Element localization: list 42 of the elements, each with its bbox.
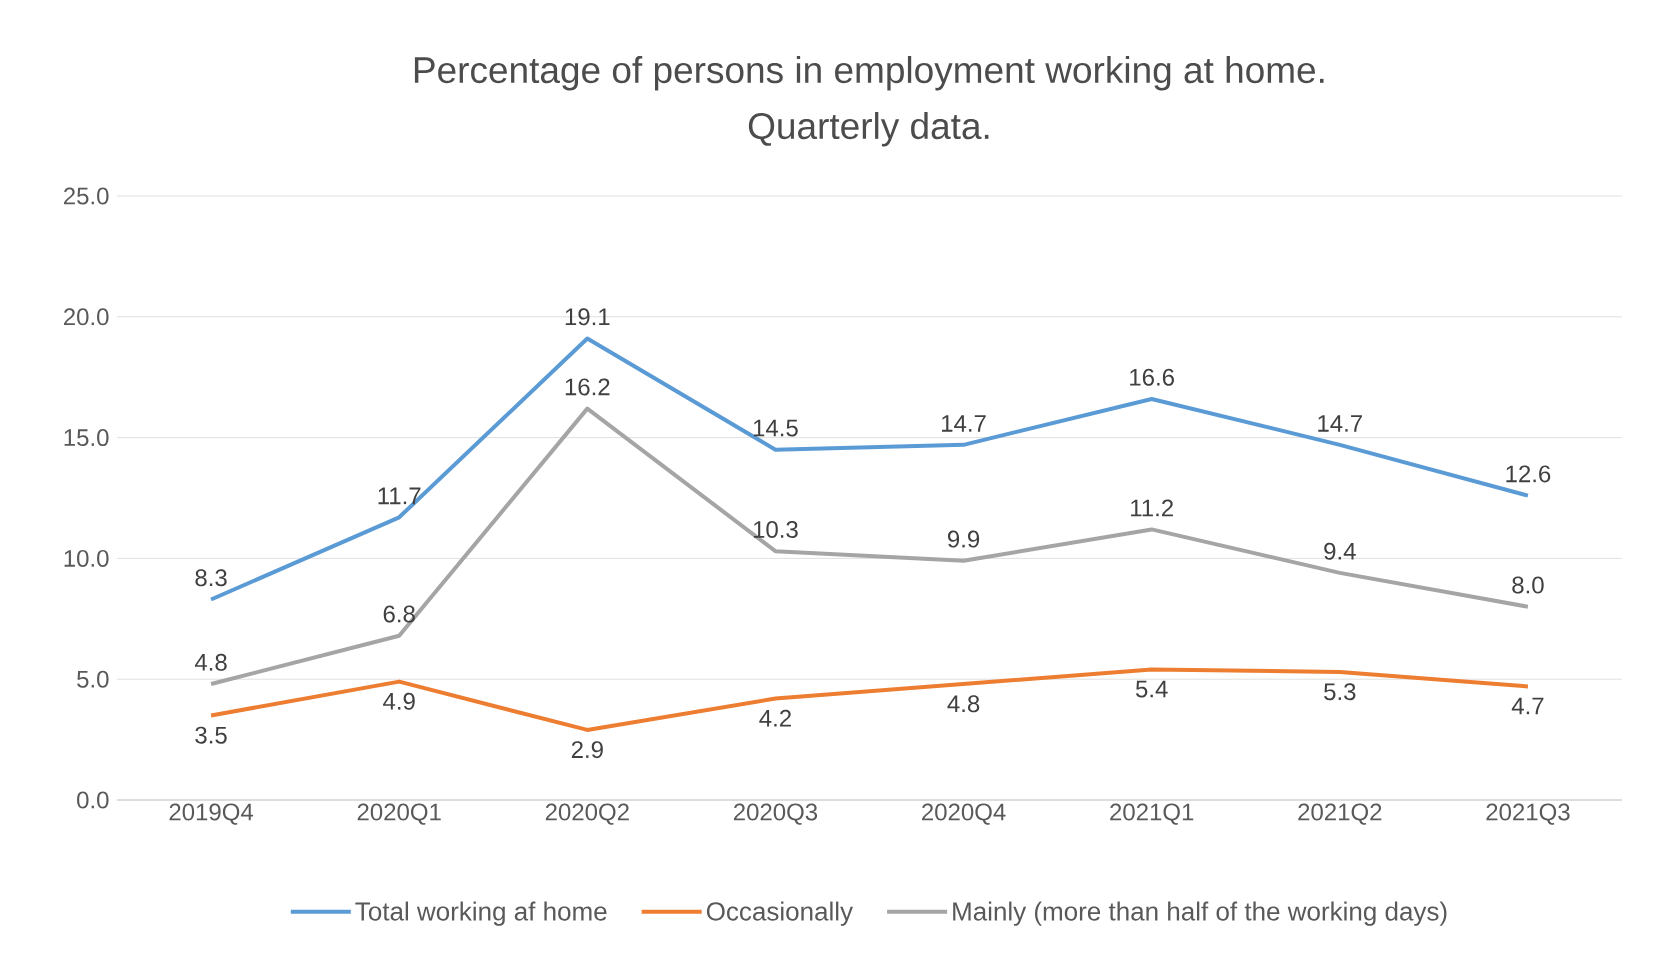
x-tick-label: 2020Q3 [733, 803, 818, 825]
y-tick-label: 10.0 [64, 549, 109, 567]
data-label: 4.7 [1511, 697, 1544, 715]
data-label: 16.2 [565, 378, 610, 396]
data-label: 4.9 [383, 692, 415, 710]
legend-label: Mainly (more than half of the working days) [953, 901, 1447, 926]
legend-label: Total working af home [355, 901, 607, 926]
data-label: 10.3 [753, 520, 798, 538]
y-tick-label: 5.0 [77, 670, 109, 688]
data-label: 19.1 [565, 308, 610, 326]
data-label: 8.3 [195, 569, 227, 587]
data-label: 4.2 [759, 709, 791, 727]
legend-label: Occasionally [706, 901, 854, 926]
data-label: 4.8 [194, 653, 227, 671]
data-label: 14.7 [942, 415, 986, 432]
data-label: 9.4 [1324, 542, 1356, 560]
x-tick-label: 2019Q4 [169, 803, 254, 825]
data-label: 2.9 [571, 741, 603, 759]
x-tick-label: 2020Q1 [357, 803, 441, 825]
x-tick-label: 2021Q2 [1298, 803, 1382, 825]
data-label: 3.5 [195, 726, 227, 744]
data-label: 9.9 [948, 530, 980, 548]
data-label: 14.5 [753, 419, 798, 437]
y-tick-label: 0.0 [77, 791, 109, 809]
y-tick-label: 25.0 [63, 187, 109, 205]
data-label: 16.6 [1130, 368, 1174, 386]
data-label: 11.2 [1131, 499, 1173, 517]
data-label: 8.0 [1512, 576, 1544, 594]
y-tick-label: 15.0 [64, 429, 109, 447]
x-tick-label: 2020Q2 [545, 803, 629, 825]
x-tick-label: 2021Q3 [1486, 803, 1570, 825]
chart-title: Percentage of persons in employment working at home. Quarterly data. [414, 56, 1324, 147]
y-tick-label: 20.0 [63, 308, 109, 326]
data-label: 11.7 [378, 487, 421, 505]
data-label: 5.4 [1135, 680, 1168, 698]
data-label: 5.3 [1324, 683, 1356, 701]
data-label: 4.8 [947, 695, 980, 713]
data-label: 12.6 [1506, 465, 1551, 483]
data-label: 6.8 [383, 605, 415, 623]
x-tick-label: 2020Q4 [922, 803, 1006, 825]
x-tick-label: 2021Q1 [1110, 803, 1194, 825]
data-label: 14.7 [1318, 415, 1362, 432]
